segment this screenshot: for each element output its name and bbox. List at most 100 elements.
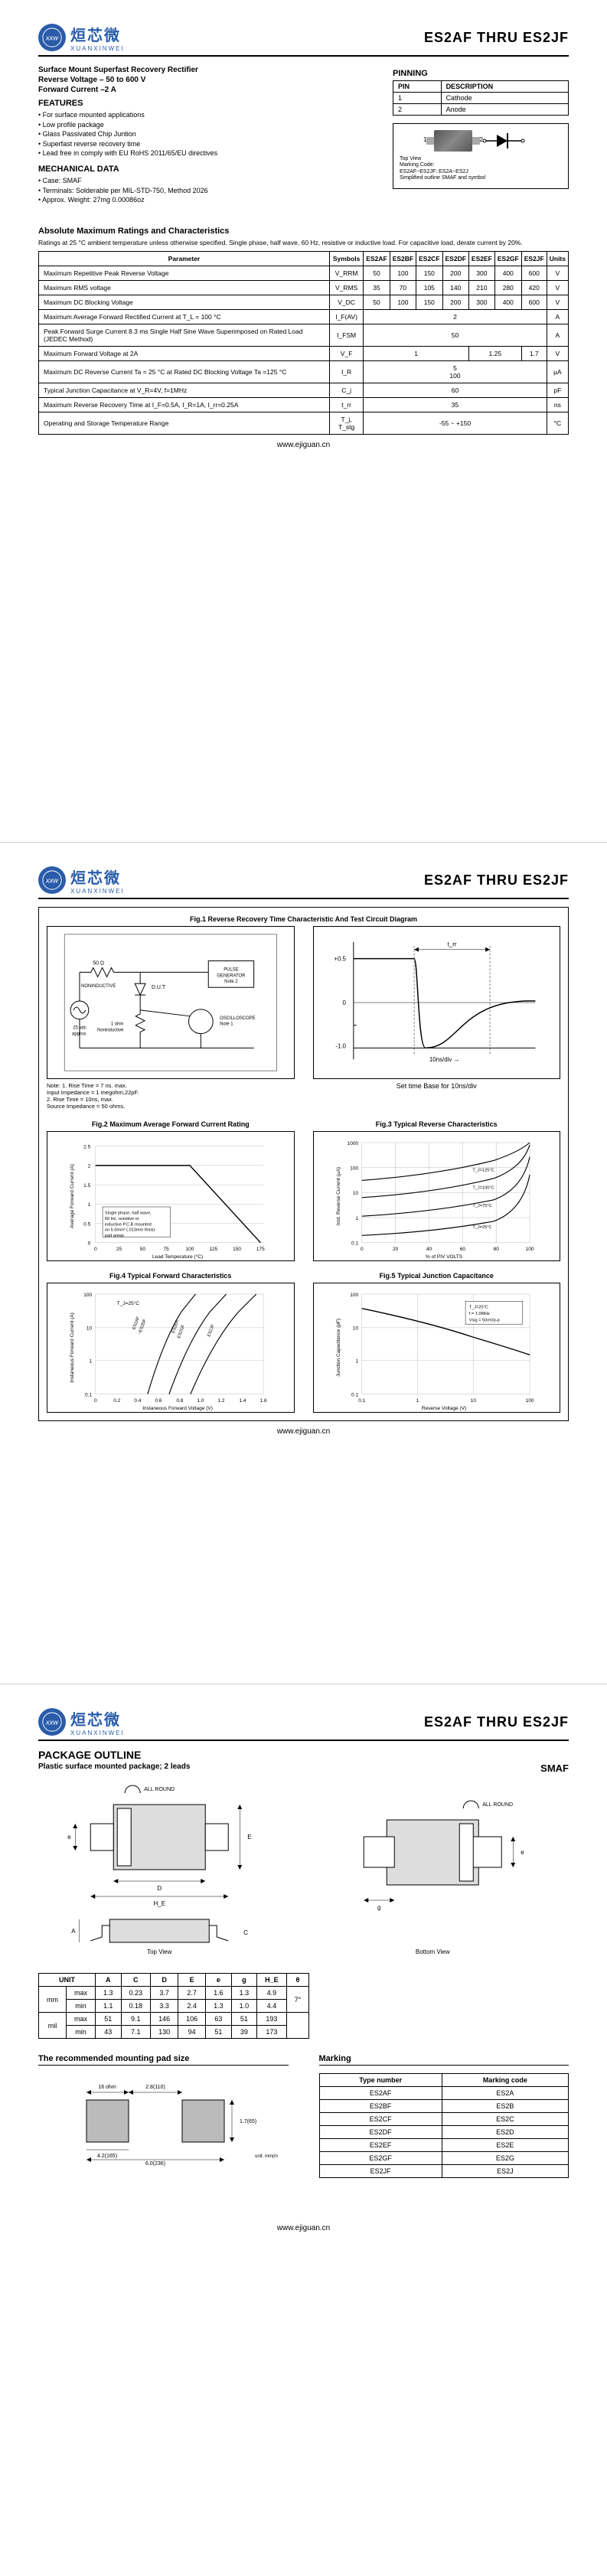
svg-text:unit: mm(mil): unit: mm(mil)	[255, 2154, 278, 2159]
logo-icon: xxw	[38, 24, 66, 51]
pin-table: PINDESCRIPTION 1Cathode 2Anode	[393, 80, 569, 116]
ratings-header: ES2BF	[390, 251, 416, 266]
svg-text:10: 10	[352, 1191, 358, 1196]
ratings-param: Maximum Forward Voltage at 2A	[39, 346, 330, 360]
svg-text:-1.0: -1.0	[335, 1042, 346, 1049]
mech-2: Approx. Weight: 27mg 0.00086oz	[38, 195, 370, 205]
ratings-param: Maximum Repetitive Peak Reverse Voltage	[39, 266, 330, 280]
mark-cell: ES2A	[442, 2087, 568, 2100]
dim-cell: 106	[178, 2013, 206, 2026]
dim-header: UNIT	[39, 1974, 96, 1987]
ratings-span: 60	[364, 383, 547, 397]
ratings-val: 300	[468, 295, 494, 309]
ratings-unit: ns	[547, 397, 568, 412]
header-title: ES2AF THRU ES2JF	[424, 872, 569, 889]
ratings-param: Maximum Average Forward Rectified Curren…	[39, 309, 330, 324]
svg-text:Instaneous Forward Voltage (V): Instaneous Forward Voltage (V)	[142, 1406, 213, 1411]
svg-text:f = 1.0MHz: f = 1.0MHz	[468, 1312, 489, 1316]
package-drawings: ALL ROUND D H_E E e A CTop View	[38, 1782, 569, 1958]
feat-0: For surface mounted applications	[38, 110, 370, 120]
mark-cell: ES2B	[442, 2100, 568, 2113]
ratings-val: 200	[442, 295, 468, 309]
fig1-circuit: 50 Ω NONINDUCTIVE 25 vdcapprox. D.U.T 1 …	[47, 926, 295, 1079]
feat-4: Lead free in comply with EU RoHS 2011/65…	[38, 148, 370, 158]
ratings-header: ES2DF	[442, 251, 468, 266]
svg-text:ES2JF: ES2JF	[207, 1323, 216, 1337]
svg-text:50 Ω: 50 Ω	[93, 961, 104, 967]
dim-cell: 43	[96, 2026, 122, 2039]
dim-cell: 1.1	[96, 2000, 122, 2013]
ratings-span: 5 100	[364, 360, 547, 383]
svg-text:10: 10	[86, 1326, 93, 1332]
svg-text:T_J=75°C: T_J=75°C	[472, 1204, 491, 1208]
svg-text:1: 1	[416, 1398, 419, 1404]
ratings-val: 600	[521, 266, 547, 280]
logo-icon: xxw	[38, 1708, 66, 1736]
feat-3: Superfast reverse recovery time	[38, 139, 370, 149]
pkg-heading: PACKAGE OUTLINE	[38, 1749, 569, 1761]
svg-text:A: A	[71, 1928, 76, 1935]
logo-en: XUANXINWEI	[70, 1730, 125, 1736]
svg-text:ALL ROUND: ALL ROUND	[482, 1802, 513, 1808]
dim-cell: 3.7	[151, 1987, 178, 2000]
ratings-header: ES2CF	[416, 251, 442, 266]
ratings-param: Operating and Storage Temperature Range	[39, 412, 330, 434]
logo-cn: 烜芯微	[70, 1707, 125, 1730]
mark-cell: ES2CF	[319, 2113, 442, 2126]
ratings-unit: °C	[547, 412, 568, 434]
svg-text:0: 0	[94, 1398, 97, 1404]
mark-cell: ES2D	[442, 2126, 568, 2139]
logo: xxw 烜芯微XUANXINWEI	[38, 1707, 125, 1736]
svg-text:E: E	[247, 1834, 251, 1841]
pad-heading: The recommended mounting pad size	[38, 2054, 289, 2066]
svg-text:T_J=25°C: T_J=25°C	[117, 1300, 140, 1306]
ratings-header: Units	[547, 251, 568, 266]
svg-text:100: 100	[350, 1293, 358, 1298]
dim-header: H_E	[257, 1974, 287, 1987]
svg-text:2.8(110): 2.8(110)	[145, 2085, 165, 2090]
fig1-waveform: +0.50-1.0 t_rr 10ns/div →	[313, 926, 561, 1079]
svg-text:50: 50	[140, 1247, 146, 1252]
svg-text:ALL ROUND: ALL ROUND	[144, 1787, 175, 1792]
svg-text:2: 2	[88, 1164, 91, 1169]
dim-header: C	[121, 1974, 151, 1987]
page-1: xxw 烜芯微 XUANXINWEI ES2AF THRU ES2JF Surf…	[0, 0, 607, 842]
ratings-span: 2	[364, 309, 547, 324]
pin-r1c0: 2	[393, 104, 442, 116]
mark-cell: ES2DF	[319, 2126, 442, 2139]
marking-section: Marking Type numberMarking code ES2AFES2…	[319, 2054, 569, 2178]
svg-text:Single phase, half wave,: Single phase, half wave,	[105, 1211, 152, 1215]
ratings-param: Maximum RMS voltage	[39, 280, 330, 295]
dim-cell: 4.4	[257, 2000, 287, 2013]
svg-text:0: 0	[342, 999, 346, 1006]
ratings-val: 400	[494, 295, 521, 309]
ratings-val: 420	[521, 280, 547, 295]
dim-cell: min	[67, 2000, 96, 2013]
svg-text:1: 1	[88, 1202, 91, 1208]
mark-cell: ES2E	[442, 2139, 568, 2152]
svg-text:6.0(236): 6.0(236)	[145, 2161, 165, 2167]
ratings-val: 100	[390, 295, 416, 309]
mark-cell: ES2C	[442, 2113, 568, 2126]
dim-cell: 63	[206, 2013, 232, 2026]
fig3: Fig.3 Typical Reverse Characteristics 0.…	[313, 1120, 561, 1261]
header: xxw 烜芯微XUANXINWEI ES2AF THRU ES2JF	[38, 1707, 569, 1741]
dim-cell: 173	[257, 2026, 287, 2039]
svg-text:on 5.0mm² (.013mm thick): on 5.0mm² (.013mm thick)	[105, 1228, 155, 1233]
dim-cell: 9.1	[121, 2013, 151, 2026]
fig4-title: Fig.4 Typical Forward Characteristics	[47, 1272, 295, 1280]
svg-text:100: 100	[525, 1398, 534, 1404]
svg-text:D.U.T: D.U.T	[152, 985, 166, 990]
package-diagram: 1 2 Top View Marking Code: ES	[393, 123, 569, 189]
svg-text:1 ohm: 1 ohm	[111, 1022, 124, 1027]
ratings-val: 35	[364, 280, 390, 295]
svg-text:D: D	[157, 1885, 162, 1892]
svg-text:Junction Capacitance (pF): Junction Capacitance (pF)	[335, 1319, 341, 1377]
pin-note-0: Top View	[400, 156, 562, 162]
svg-text:Bottom View: Bottom View	[415, 1948, 449, 1955]
dim-cell: min	[67, 2026, 96, 2039]
fig1-n3: Source Impedance = 50 ohms.	[47, 1103, 295, 1110]
svg-text:20: 20	[392, 1247, 398, 1252]
ratings-header: Parameter	[39, 251, 330, 266]
dim-cell: 7.1	[121, 2026, 151, 2039]
